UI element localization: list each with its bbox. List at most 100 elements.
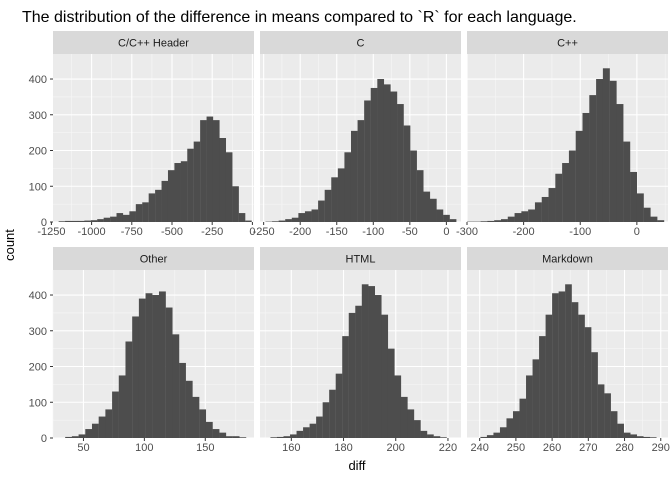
histogram-bar bbox=[172, 334, 179, 438]
histogram-bar bbox=[192, 397, 199, 438]
histogram-bar bbox=[520, 399, 527, 438]
histogram-bar bbox=[480, 437, 487, 438]
histogram-bar bbox=[657, 220, 664, 222]
histogram-bar bbox=[186, 381, 193, 438]
histogram-bar bbox=[174, 163, 181, 222]
histogram-bar bbox=[572, 302, 579, 438]
histogram-bar bbox=[139, 299, 146, 438]
x-tick-label: -100 bbox=[569, 226, 591, 238]
histogram-bar bbox=[159, 291, 166, 438]
x-tick-label: -250 bbox=[253, 226, 275, 238]
histogram-bar bbox=[427, 434, 434, 438]
histogram-bar bbox=[559, 291, 566, 438]
histogram-bar bbox=[344, 152, 351, 222]
histogram-bar bbox=[155, 190, 162, 222]
histogram-bar bbox=[371, 88, 378, 222]
x-tick-label: 260 bbox=[543, 442, 561, 454]
histogram-bar bbox=[604, 393, 611, 438]
histogram-bar bbox=[596, 79, 603, 222]
histogram-bar bbox=[644, 208, 651, 222]
histogram-bar bbox=[65, 221, 72, 222]
histogram-bar bbox=[443, 215, 450, 222]
histogram-bar bbox=[213, 120, 220, 222]
histogram-bar bbox=[285, 219, 292, 222]
histogram-bar bbox=[71, 221, 78, 222]
histogram-bar bbox=[318, 201, 325, 222]
histogram-bar bbox=[487, 221, 494, 222]
histogram-bar bbox=[384, 84, 391, 222]
histogram-bar bbox=[528, 209, 535, 222]
histogram-bar bbox=[650, 437, 657, 438]
histogram-bar bbox=[430, 199, 437, 222]
histogram-bar bbox=[397, 104, 404, 222]
histogram-bar bbox=[84, 221, 91, 222]
x-tick-label: 200 bbox=[387, 442, 405, 454]
histogram-bar bbox=[494, 220, 501, 222]
facet-strip-label: C++ bbox=[557, 38, 578, 50]
histogram-bar bbox=[407, 409, 414, 438]
histogram-bar bbox=[207, 117, 214, 222]
histogram-bar bbox=[513, 411, 520, 438]
x-tick-label: -200 bbox=[289, 226, 311, 238]
x-tick-label: 240 bbox=[470, 442, 488, 454]
histogram-bar bbox=[401, 397, 408, 438]
histogram-bar bbox=[624, 433, 631, 438]
x-tick-label: 220 bbox=[439, 442, 457, 454]
histogram-bar bbox=[569, 151, 576, 222]
y-tick-label: 400 bbox=[29, 74, 47, 86]
histogram-bar bbox=[643, 437, 650, 438]
histogram-bar bbox=[578, 315, 585, 438]
histogram-bar bbox=[187, 149, 194, 222]
y-tick-label: 200 bbox=[29, 362, 47, 374]
histogram-bar bbox=[142, 202, 149, 222]
histogram-bar bbox=[349, 313, 356, 438]
histogram-bar bbox=[555, 174, 562, 222]
histogram-bar bbox=[388, 349, 395, 438]
y-axis-label: count bbox=[2, 229, 17, 261]
facet-strip-label: C/C++ Header bbox=[118, 38, 189, 50]
histogram-bar bbox=[79, 434, 86, 438]
histogram-bar bbox=[508, 217, 515, 222]
histogram-bar bbox=[277, 437, 284, 438]
chart-title: The distribution of the difference in me… bbox=[22, 9, 577, 26]
histogram-bar bbox=[410, 151, 417, 222]
x-tick-label: 180 bbox=[334, 442, 352, 454]
histogram-bar bbox=[239, 437, 246, 438]
histogram-bar bbox=[92, 424, 99, 438]
histogram-bar bbox=[565, 284, 572, 438]
histogram-bar bbox=[283, 436, 290, 438]
histogram-bar bbox=[500, 427, 507, 438]
histogram-bar bbox=[117, 213, 124, 222]
histogram-bar bbox=[390, 92, 397, 222]
histogram-bar bbox=[312, 209, 319, 222]
histogram-bar bbox=[232, 186, 239, 222]
histogram-bar bbox=[181, 161, 188, 222]
histogram-bar bbox=[316, 417, 323, 438]
histogram-bar bbox=[414, 420, 421, 438]
x-tick-label: -50 bbox=[402, 226, 418, 238]
histogram-bar bbox=[535, 202, 542, 222]
histogram-bar bbox=[481, 221, 488, 222]
histogram-bar bbox=[200, 120, 207, 222]
x-tick-label: 0 bbox=[443, 226, 449, 238]
histogram-bar bbox=[501, 219, 508, 222]
histogram-bar bbox=[105, 409, 112, 438]
histogram-bar bbox=[233, 436, 240, 438]
histogram-bar bbox=[194, 142, 201, 222]
histogram-bar bbox=[616, 104, 623, 222]
histogram-bar bbox=[617, 424, 624, 438]
histogram-bar bbox=[515, 213, 522, 222]
histogram-bar bbox=[325, 190, 332, 222]
histogram-bar bbox=[377, 79, 384, 222]
histogram-bar bbox=[417, 170, 424, 222]
y-tick-label: 400 bbox=[29, 290, 47, 302]
histogram-bar bbox=[97, 219, 104, 222]
x-tick-label: -250 bbox=[201, 226, 223, 238]
histogram-bar bbox=[91, 220, 98, 222]
